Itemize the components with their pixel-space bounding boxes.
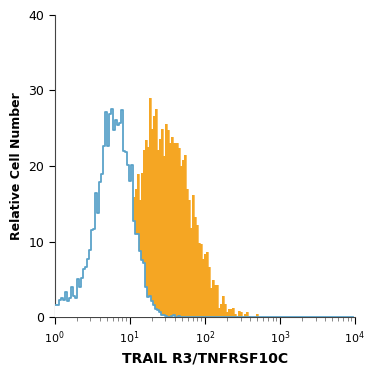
X-axis label: TRAIL R3/TNFRSF10C: TRAIL R3/TNFRSF10C — [122, 351, 288, 365]
Y-axis label: Relative Cell Number: Relative Cell Number — [10, 92, 23, 240]
